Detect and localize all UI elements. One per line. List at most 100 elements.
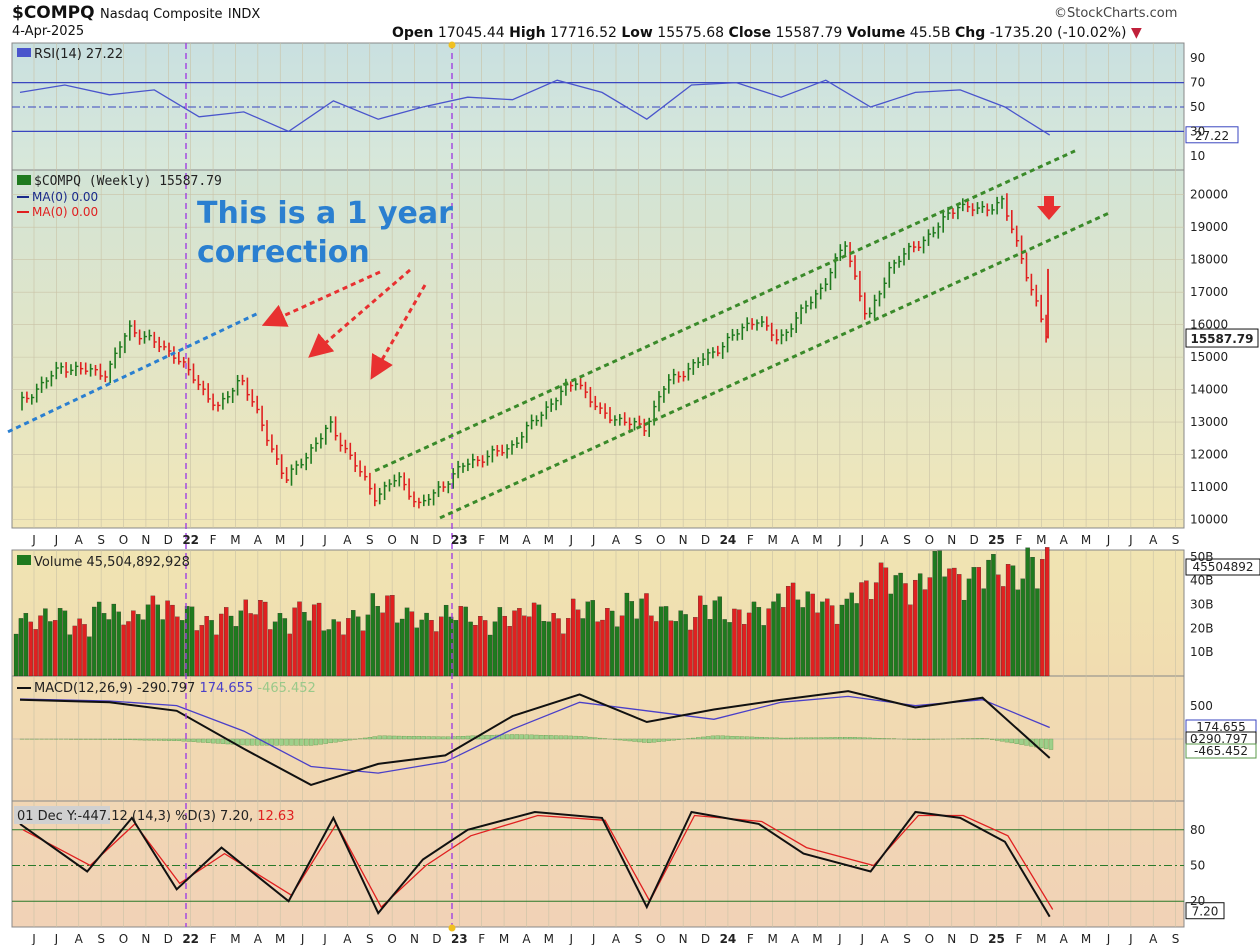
x-tick-label-bottom: 24 xyxy=(720,932,737,945)
macd-histogram-bar xyxy=(740,736,745,740)
volume-bar xyxy=(243,599,248,677)
volume-bar xyxy=(854,603,859,677)
macd-histogram-bar xyxy=(524,734,529,740)
x-tick-label-top: F xyxy=(210,533,217,547)
volume-y-tick: 10B xyxy=(1190,645,1214,659)
macd-series: 174.655-290.797-465.452 xyxy=(19,690,1257,786)
macd-histogram-bar xyxy=(274,738,279,746)
volume-bar xyxy=(184,606,190,677)
macd-histogram-bar xyxy=(794,737,799,740)
volume-bar xyxy=(219,613,224,677)
macd-line xyxy=(19,690,1051,786)
volume-bar xyxy=(38,615,43,677)
volume-bar xyxy=(727,622,732,677)
macd-histogram-bar xyxy=(455,736,461,740)
macd-histogram-bar xyxy=(999,738,1005,742)
volume-bar xyxy=(961,599,967,677)
x-tick-label-top: A xyxy=(881,533,890,547)
volume-bar xyxy=(541,621,547,677)
x-tick-label-bottom: N xyxy=(141,932,150,945)
volume-bar xyxy=(18,618,24,677)
macd-histogram-bar xyxy=(642,738,647,743)
x-tick-label-bottom: O xyxy=(925,932,934,945)
macd-legend-macd: -290.797 xyxy=(137,681,195,696)
macd-histogram-bar xyxy=(279,738,284,746)
volume-bar xyxy=(43,608,48,677)
macd-histogram-bar xyxy=(980,738,985,740)
volume-bar xyxy=(96,601,102,677)
macd-histogram-bar xyxy=(651,738,657,743)
macd-signal-line xyxy=(19,695,1050,774)
macd-histogram-bar xyxy=(186,738,191,742)
volume-bar xyxy=(849,592,854,677)
stochastic-legend: 01 Dec Y:-447.12 (14,3) %D(3) 7.20, 12.6… xyxy=(14,806,294,824)
x-tick-label-bottom: D xyxy=(701,932,710,945)
macd-y-tick: 0 xyxy=(1190,732,1198,746)
volume-bar xyxy=(228,615,234,677)
volume-bar xyxy=(316,602,322,677)
macd-histogram-bar xyxy=(803,737,809,740)
price-y-tick: 11000 xyxy=(1190,480,1228,494)
volume-bar xyxy=(434,631,439,677)
rsi-y-tick: 70 xyxy=(1190,76,1205,90)
x-tick-label-bottom: A xyxy=(254,932,263,945)
price-y-tick: 19000 xyxy=(1190,220,1228,234)
volume-bar xyxy=(663,606,669,677)
macd-current-label: -465.452 xyxy=(1194,744,1248,758)
volume-bar xyxy=(834,623,840,677)
volume-bar xyxy=(321,630,327,677)
x-tick-label-bottom: M xyxy=(1081,932,1091,945)
volume-bar xyxy=(556,618,561,677)
macd-histogram-bar xyxy=(549,735,554,740)
macd-histogram-bar xyxy=(451,736,456,740)
volume-bar xyxy=(360,630,366,677)
x-tick-label-top: A xyxy=(612,533,621,547)
macd-histogram-bar xyxy=(465,735,471,740)
x-tick-label-top: S xyxy=(635,533,643,547)
volume-bar xyxy=(634,618,639,677)
rsi-y-tick: 10 xyxy=(1190,149,1205,163)
macd-histogram-bar xyxy=(877,738,882,740)
volume-bar xyxy=(1020,578,1025,677)
volume-bar xyxy=(844,598,850,677)
macd-histogram-bar xyxy=(181,738,186,742)
macd-histogram-bar xyxy=(705,736,711,740)
volume-bar xyxy=(253,614,258,677)
volume-bar xyxy=(746,612,752,677)
volume-bar xyxy=(419,619,424,677)
annotation-line-1: This is a 1 year xyxy=(197,196,453,231)
volume-bar xyxy=(331,619,336,677)
volume-bar xyxy=(370,593,376,677)
volume-bar xyxy=(77,618,82,677)
x-tick-label-bottom: M xyxy=(768,932,778,945)
volume-bar xyxy=(92,606,97,677)
volume-bar xyxy=(693,617,698,677)
volume-bar xyxy=(957,574,962,677)
volume-bar xyxy=(590,600,595,677)
x-tick-label-bottom: M xyxy=(812,932,822,945)
volume-bar xyxy=(297,601,302,677)
macd-histogram-bar xyxy=(911,738,916,740)
macd-histogram-bar xyxy=(617,738,622,741)
price-y-tick: 18000 xyxy=(1190,253,1228,267)
volume-bar xyxy=(52,620,58,677)
volume-bar xyxy=(991,554,996,677)
volume-bar xyxy=(722,619,727,677)
x-tick-label-top: S xyxy=(903,533,911,547)
volume-bar xyxy=(165,600,170,677)
x-tick-label-top: D xyxy=(701,533,710,547)
macd-histogram-bar xyxy=(838,737,843,740)
volume-bar xyxy=(326,629,332,677)
macd-histogram-bar xyxy=(196,738,201,743)
macd-histogram-bar xyxy=(921,738,926,740)
volume-bar xyxy=(771,601,776,677)
volume-bar xyxy=(57,608,63,677)
macd-histogram-bar xyxy=(808,737,814,740)
high-value: 17716.52 xyxy=(550,25,617,41)
x-tick-label-bottom: J xyxy=(1106,932,1111,945)
volume-bar xyxy=(116,611,121,677)
volume-bar xyxy=(13,633,19,677)
rsi-y-tick: 30 xyxy=(1190,124,1205,138)
volume-bar xyxy=(805,591,810,677)
x-tick-label-bottom: J xyxy=(54,932,59,945)
